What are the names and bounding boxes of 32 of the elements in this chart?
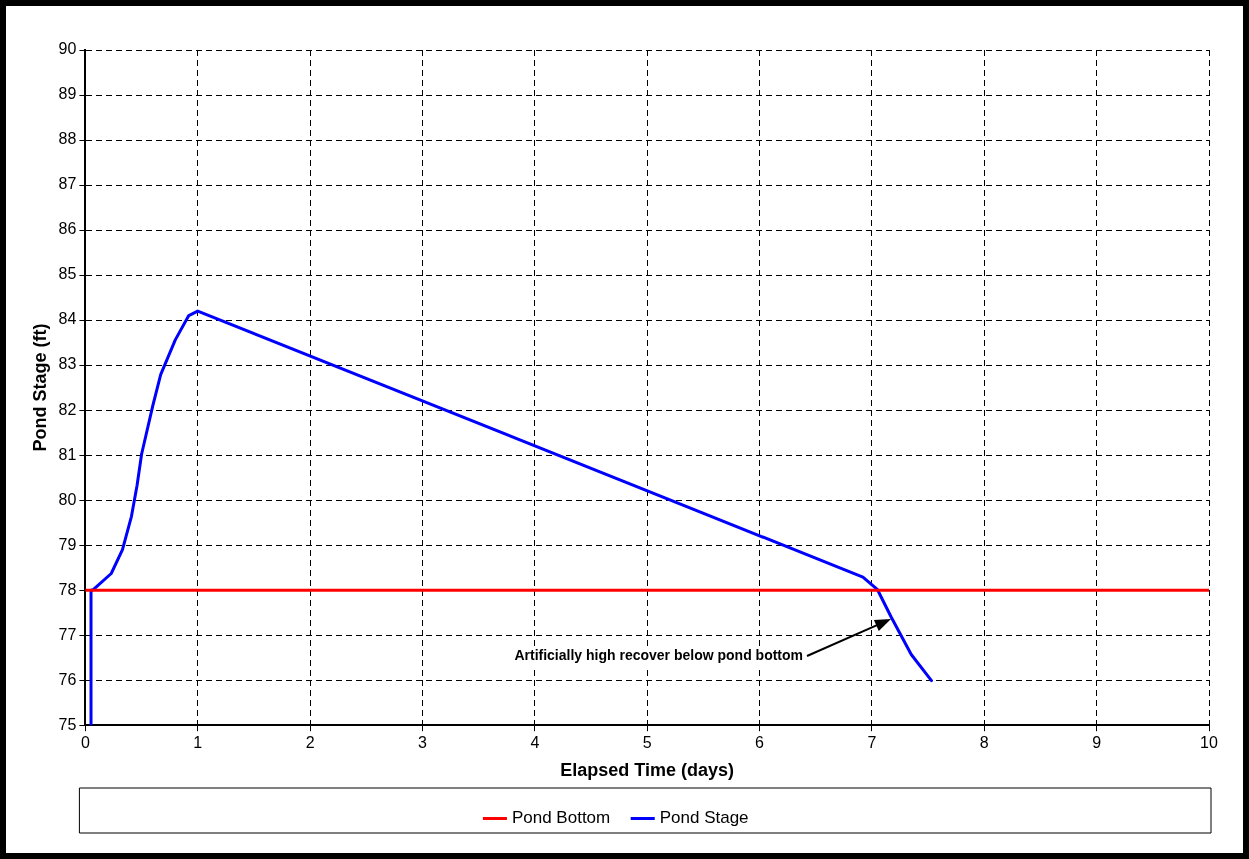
y-tick-label: 86 [58,220,77,238]
x-tick-label: 2 [305,734,315,752]
y-tick-label: 85 [58,265,77,283]
y-tick-label: 90 [58,40,77,58]
x-tick-label: 10 [1200,734,1218,752]
y-tick-label: 78 [58,580,77,598]
y-tick-label: 84 [58,310,77,328]
x-tick-label: 6 [755,734,765,752]
y-tick-label: 75 [58,715,77,733]
y-tick-label: 76 [58,670,77,688]
x-tick-label: 1 [193,734,203,752]
y-tick-label: 89 [58,85,77,103]
y-tick-label: 88 [58,130,77,148]
x-tick-label: 5 [642,734,652,752]
y-axis-title: Pond Stage (ft) [29,323,50,452]
legend-label: Pond Bottom [511,808,611,828]
y-tick-label: 82 [58,400,77,418]
y-tick-label: 77 [58,625,77,643]
y-tick-label: 83 [58,355,77,373]
x-tick-label: 8 [979,734,989,752]
x-tick-label: 3 [418,734,428,752]
x-axis-title: Elapsed Time (days) [560,760,735,781]
y-tick-label: 81 [58,445,77,463]
x-tick-label: 4 [530,734,540,752]
annotation: Artificially high recover below pond bottom [514,647,804,664]
x-tick-label: 9 [1092,734,1102,752]
x-tick-label: 7 [867,734,877,752]
y-tick-label: 79 [58,535,77,553]
legend-label: Pond Stage [659,808,749,828]
x-tick-label: 0 [80,734,90,752]
y-tick-label: 80 [58,490,77,508]
y-tick-label: 87 [58,175,77,193]
